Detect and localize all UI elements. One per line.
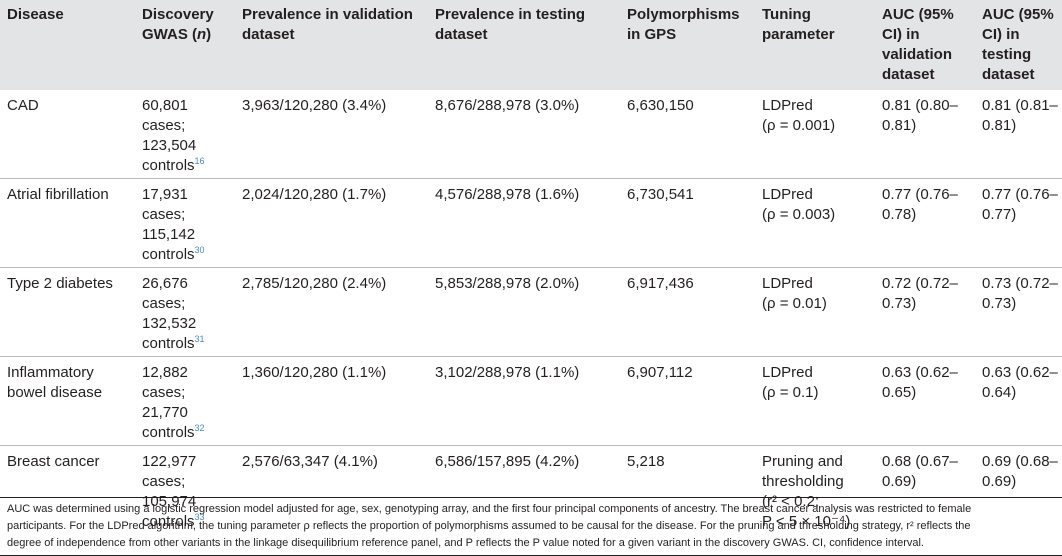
cell-tuning-method: Pruning and thresholding [762, 453, 844, 490]
cell-tuning-method: LDPred [762, 364, 813, 381]
gps-performance-table: Disease Discovery GWAS (n) Prevalence in … [0, 0, 1062, 534]
cell-prevalence-validation: 2,785/120,280 (2.4%) [242, 275, 387, 292]
col-header-discovery-gwas: Discovery GWAS (n) [135, 0, 235, 90]
table-row: Breast cancer 122,977 cases; 105,974 con… [0, 445, 1062, 535]
table-body: CAD 60,801 cases; 123,504 controls16 3,9… [0, 90, 1062, 534]
cell-gwas-controls: 21,770 controls [142, 404, 195, 441]
col-header-auc-validation: AUC (95% CI) in validation dataset [882, 6, 954, 83]
cell-prevalence-validation: 2,576/63,347 (4.1%) [242, 453, 378, 470]
table-row: Atrial fibrillation 17,931 cases; 115,14… [0, 178, 1062, 268]
col-header-polymorphisms: Polymorphisms in GPS [627, 6, 740, 43]
cell-disease: CAD [7, 97, 39, 114]
footnote-line: degree of independence from other varian… [7, 537, 924, 549]
cell-tuning-rho: (ρ = 0.1) [762, 384, 819, 401]
table-header: Disease Discovery GWAS (n) Prevalence in … [0, 0, 1062, 90]
cell-prevalence-testing: 8,676/288,978 (3.0%) [435, 97, 580, 114]
cell-prevalence-testing: 4,576/288,978 (1.6%) [435, 186, 580, 203]
col-header-gwas-line2b: ) [206, 26, 212, 43]
cell-disease: Breast cancer [7, 453, 100, 470]
col-header-prevalence-validation: Prevalence in validation dataset [242, 6, 413, 43]
cell-auc-testing: 0.73 (0.72–0.73) [982, 275, 1058, 312]
cell-auc-validation: 0.77 (0.76–0.78) [882, 186, 958, 223]
cell-tuning-method: LDPred [762, 275, 813, 292]
cell-auc-validation: 0.72 (0.72–0.73) [882, 275, 958, 312]
cell-tuning: LDPred (ρ = 0.1) [755, 357, 875, 446]
cell-discovery-gwas: 17,931 cases; 115,142 controls30 [135, 179, 235, 268]
cell-gwas-cases: 60,801 cases; [142, 97, 188, 134]
cell-prevalence-validation: 3,963/120,280 (3.4%) [242, 97, 387, 114]
table-row: Inflammatory bowel disease 12,882 cases;… [0, 356, 1062, 446]
table-footnote: AUC was determined using a logistic regr… [7, 501, 1057, 552]
table-bottom-rule [0, 497, 1062, 498]
cell-tuning: LDPred (ρ = 0.003) [755, 179, 875, 268]
reference-citation[interactable]: 33 [194, 512, 205, 522]
cell-polymorphisms: 5,218 [627, 453, 665, 470]
cell-auc-validation: 0.81 (0.80–0.81) [882, 97, 958, 134]
cell-tuning: LDPred (ρ = 0.01) [755, 268, 875, 357]
col-header-prevalence-testing: Prevalence in testing dataset [435, 6, 586, 43]
table-row: Type 2 diabetes 26,676 cases; 132,532 co… [0, 267, 1062, 357]
cell-auc-validation: 0.63 (0.62–0.65) [882, 364, 958, 401]
cell-discovery-gwas: 26,676 cases; 132,532 controls31 [135, 268, 235, 357]
footnote-line: participants. For the LDPred algorithm, … [7, 520, 971, 532]
cell-gwas-controls: 115,142 controls [142, 226, 196, 263]
cell-discovery-gwas: 12,882 cases; 21,770 controls32 [135, 357, 235, 446]
cell-prevalence-testing: 5,853/288,978 (2.0%) [435, 275, 580, 292]
cell-gwas-controls: 132,532 controls [142, 315, 197, 352]
footnote-line: AUC was determined using a logistic regr… [7, 503, 972, 515]
cell-polymorphisms: 6,630,150 [627, 97, 694, 114]
col-header-gwas-line2a: GWAS ( [142, 26, 197, 43]
cell-prevalence-validation: 1,360/120,280 (1.1%) [242, 364, 387, 381]
cell-gwas-cases: 26,676 cases; [142, 275, 188, 312]
cell-polymorphisms: 6,730,541 [627, 186, 694, 203]
cell-disease: Inflammatory bowel disease [7, 364, 103, 401]
col-header-auc-testing: AUC (95% CI) in testing dataset [982, 6, 1054, 83]
cell-discovery-gwas: 60,801 cases; 123,504 controls16 [135, 90, 235, 179]
cell-disease: Atrial fibrillation [7, 186, 109, 203]
cell-polymorphisms: 6,907,112 [627, 364, 693, 381]
cell-tuning-method: LDPred [762, 97, 813, 114]
col-header-gwas-n: n [197, 26, 207, 43]
cell-tuning-rho: (ρ = 0.01) [762, 295, 827, 312]
reference-citation[interactable]: 32 [194, 423, 205, 433]
cell-gwas-controls: 123,504 controls [142, 137, 197, 174]
cell-tuning-rho: (ρ = 0.001) [762, 117, 836, 134]
cell-tuning: LDPred (ρ = 0.001) [755, 90, 875, 179]
col-header-gwas-line1: Discovery [142, 6, 214, 23]
reference-citation[interactable]: 30 [194, 245, 205, 255]
cell-disease: Type 2 diabetes [7, 275, 113, 292]
reference-citation[interactable]: 31 [194, 334, 205, 344]
cell-auc-testing: 0.77 (0.76–0.77) [982, 186, 1058, 223]
cell-prevalence-testing: 3,102/288,978 (1.1%) [435, 364, 580, 381]
cell-prevalence-testing: 6,586/157,895 (4.2%) [435, 453, 580, 470]
cell-tuning-rho: (ρ = 0.003) [762, 206, 836, 223]
cell-auc-testing: 0.81 (0.81–0.81) [982, 97, 1058, 134]
col-header-disease: Disease [7, 6, 64, 23]
col-header-tuning: Tuning parameter [762, 6, 835, 43]
table-row: CAD 60,801 cases; 123,504 controls16 3,9… [0, 90, 1062, 179]
reference-citation[interactable]: 16 [194, 156, 205, 166]
cell-polymorphisms: 6,917,436 [627, 275, 694, 292]
cell-auc-testing: 0.63 (0.62–0.64) [982, 364, 1058, 401]
cell-gwas-cases: 12,882 cases; [142, 364, 188, 401]
cell-gwas-cases: 17,931 cases; [142, 186, 188, 223]
cell-auc-testing: 0.69 (0.68–0.69) [982, 453, 1058, 490]
cell-tuning-p: P < 5 × 10⁻⁴) [762, 513, 851, 530]
cell-prevalence-validation: 2,024/120,280 (1.7%) [242, 186, 387, 203]
cell-gwas-cases: 122,977 cases; [142, 453, 197, 490]
cell-auc-validation: 0.68 (0.67–0.69) [882, 453, 958, 490]
cell-tuning-method: LDPred [762, 186, 813, 203]
